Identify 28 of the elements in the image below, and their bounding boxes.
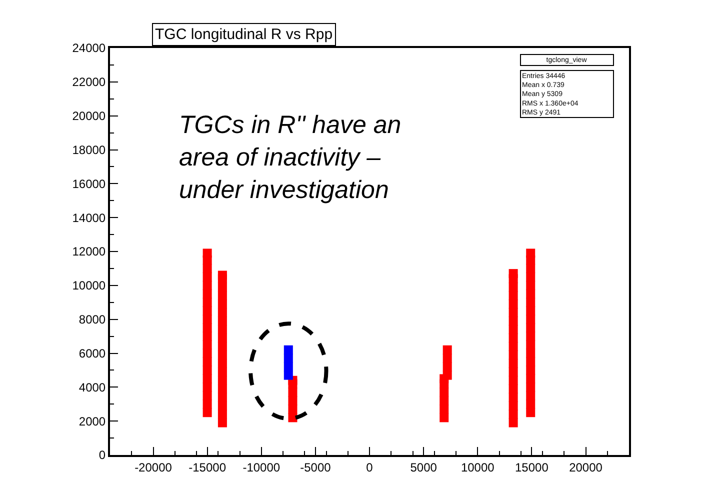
point <box>284 370 293 380</box>
y-tick-label: 20000 <box>72 109 106 124</box>
x-tick-label: 20000 <box>569 460 603 474</box>
y-tick-label: 10000 <box>72 278 106 293</box>
y-tick-label: 2000 <box>78 414 106 428</box>
point <box>284 354 293 363</box>
y-tick-label: 6000 <box>78 346 106 360</box>
x-tick-label: -15000 <box>188 460 226 474</box>
x-tick-label: 15000 <box>515 460 549 474</box>
y-tick-label: 22000 <box>72 75 106 90</box>
y-tick-label: 14000 <box>72 210 106 225</box>
y-tick-label: 24000 <box>72 41 106 56</box>
x-tick-label: -10000 <box>242 460 280 474</box>
y-tick-label: 8000 <box>78 312 106 327</box>
y-tick-label: 12000 <box>72 244 106 259</box>
x-tick-label: 10000 <box>460 460 495 474</box>
x-tick-label: -20000 <box>134 460 172 474</box>
x-tick-label: 0 <box>366 460 374 474</box>
point <box>284 345 293 354</box>
chart-title: TGC longitudinal R vs Rpp <box>155 26 333 43</box>
annotation: TGCs in R'' have an area of inactivity – under investigation <box>179 111 402 204</box>
x-tick-label: 5000 <box>410 460 438 474</box>
point <box>284 362 293 372</box>
y-tick-label: 16000 <box>72 176 106 191</box>
x-tick-label: -5000 <box>300 460 332 474</box>
y-tick-label: 4000 <box>78 380 106 394</box>
y-tick-label: 0 <box>98 448 106 462</box>
y-tick-label: 18000 <box>72 142 106 157</box>
